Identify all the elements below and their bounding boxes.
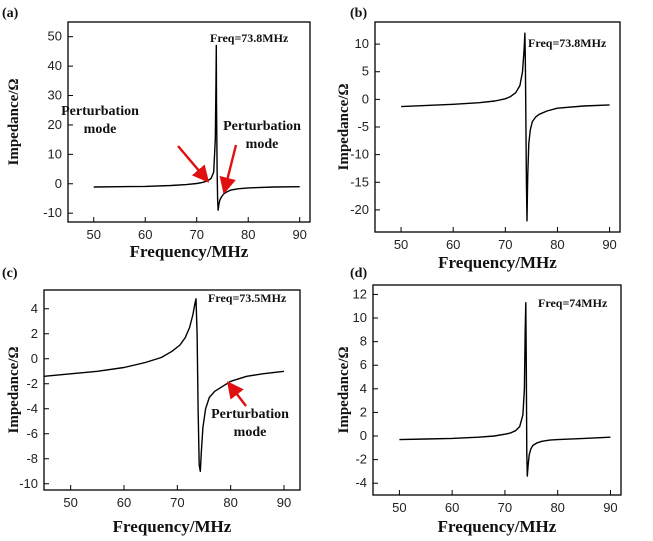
y-tick-label: -10 [19, 476, 38, 491]
y-tick-label: 0 [31, 351, 38, 366]
x-tick-label: 80 [550, 237, 564, 252]
panel-b: 50 60 70 80 90 -20 -15 -10 -5 0 5 10 (b) Freq=73.8MHz… [336, 6, 621, 272]
panel-c: 50 60 70 80 90 -10 -8 -6 -4 -2 0 2 4 (c) Freq=73.5MHz F… [2, 266, 301, 536]
x-tick-label: 90 [277, 495, 291, 510]
y-tick-label: -5 [357, 119, 369, 134]
frequency-annotation: Freq=73.8MHz [528, 36, 607, 50]
perturbation-mode-callout: Perturbation mode [223, 119, 301, 152]
x-tick-label: 90 [292, 227, 306, 242]
y-tick-label: 6 [360, 357, 367, 372]
panel-label: (b) [350, 6, 367, 21]
impedance-series-line [399, 302, 611, 477]
x-tick-label: 60 [138, 227, 152, 242]
y-tick-label: 5 [362, 64, 369, 79]
x-tick-label: 60 [445, 500, 459, 515]
y-tick-label: 8 [360, 334, 367, 349]
y-tick-label: 2 [360, 404, 367, 419]
x-tick-label: 90 [603, 500, 617, 515]
y-tick-label: 20 [48, 117, 62, 132]
y-tick-label: -2 [355, 452, 367, 467]
x-tick-label: 70 [498, 500, 512, 515]
y-tick-label: -6 [26, 426, 38, 441]
callout-text-line: Perturbation [61, 104, 139, 119]
y-tick-label: 10 [355, 36, 369, 51]
y-tick-label: -10 [350, 147, 369, 162]
frequency-annotation: Freq=74MHz [538, 296, 608, 310]
x-axis-label: Frequency/MHz [438, 253, 557, 272]
x-tick-label: 50 [87, 227, 101, 242]
y-tick-label: -10 [43, 205, 62, 220]
y-axis-label: Impedance/Ω [6, 346, 22, 433]
y-tick-label: 30 [48, 88, 62, 103]
y-tick-label: -20 [350, 202, 369, 217]
plot-frame [374, 21, 621, 233]
callout-arrow [177, 145, 210, 183]
panel-a: 50 60 70 80 90 -10 0 10 20 30 40 50 (a) Freq=73.8MHz F… [2, 6, 311, 261]
y-tick-label: 0 [362, 91, 369, 106]
x-axis-label: Frequency/MHz [130, 242, 249, 261]
x-tick-label: 70 [189, 227, 203, 242]
frequency-annotation: Freq=73.8MHz [210, 31, 289, 45]
x-tick-label: 60 [117, 495, 131, 510]
panel-label: (a) [2, 6, 19, 21]
y-tick-label: -4 [26, 401, 38, 416]
x-tick-label: 80 [223, 495, 237, 510]
y-tick-label: 40 [48, 58, 62, 73]
perturbation-mode-callout: Perturbation mode [61, 104, 139, 137]
plot-frame [372, 284, 622, 496]
impedance-series-line [43, 298, 285, 472]
y-tick-label: 10 [48, 146, 62, 161]
x-axis-label: Frequency/MHz [113, 517, 232, 536]
y-axis-label: Impedance/Ω [6, 78, 22, 165]
y-tick-label: 50 [48, 29, 62, 44]
callout-text-line: Perturbation [223, 119, 301, 134]
panel-label: (c) [2, 266, 18, 281]
perturbation-mode-callout: Perturbation mode [211, 407, 289, 440]
x-axis-label: Frequency/MHz [438, 517, 557, 536]
y-axis-label: Impedance/Ω [336, 346, 352, 433]
frequency-annotation: Freq=73.5MHz [208, 291, 287, 305]
impedance-series-line [401, 32, 610, 222]
y-tick-label: 10 [353, 310, 367, 325]
panel-d: 50 60 70 80 90 -4 -2 0 2 4 6 8 10 12 (d) Freq=74MHz Freq… [336, 266, 622, 536]
callout-text-line: mode [234, 425, 267, 440]
plot-frame [67, 21, 311, 223]
y-tick-label: -4 [355, 475, 367, 490]
x-tick-label: 70 [498, 237, 512, 252]
x-tick-label: 50 [394, 237, 408, 252]
x-tick-label: 50 [63, 495, 77, 510]
callout-arrow [226, 381, 247, 407]
callout-text-line: mode [246, 137, 279, 152]
plot-frame [43, 289, 301, 491]
y-tick-label: 12 [353, 286, 367, 301]
y-tick-label: 0 [360, 428, 367, 443]
y-axis-label: Impedance/Ω [336, 83, 352, 170]
x-tick-label: 60 [446, 237, 460, 252]
callout-text-line: mode [84, 122, 117, 137]
x-tick-label: 80 [241, 227, 255, 242]
y-tick-label: 0 [55, 176, 62, 191]
x-tick-label: 80 [550, 500, 564, 515]
x-tick-label: 90 [602, 237, 616, 252]
y-tick-label: 2 [31, 326, 38, 341]
x-tick-label: 50 [392, 500, 406, 515]
callout-text-line: Perturbation [211, 407, 289, 422]
y-tick-label: 4 [360, 381, 367, 396]
y-tick-label: -8 [26, 451, 38, 466]
x-tick-label: 70 [170, 495, 184, 510]
y-tick-label: 4 [31, 301, 38, 316]
callout-arrow [219, 144, 238, 195]
y-tick-label: -2 [26, 376, 38, 391]
panel-label: (d) [350, 266, 367, 281]
y-tick-label: -15 [350, 174, 369, 189]
